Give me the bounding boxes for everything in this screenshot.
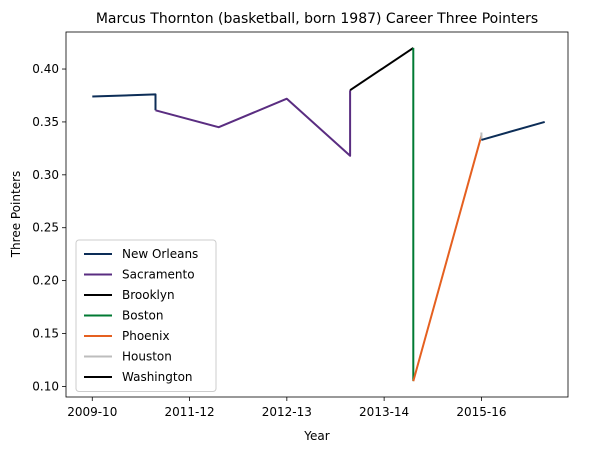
y-tick-label: 0.35 bbox=[32, 115, 59, 129]
series-line-new-orleans bbox=[92, 93, 157, 111]
y-tick-label: 0.10 bbox=[32, 379, 59, 393]
y-tick-label: 0.15 bbox=[32, 327, 59, 341]
series-line-brooklyn bbox=[349, 47, 414, 92]
legend-label-washington: Washington bbox=[122, 370, 193, 384]
legend-label-sacramento: Sacramento bbox=[122, 268, 195, 282]
chart-title: Marcus Thornton (basketball, born 1987) … bbox=[96, 11, 538, 27]
y-tick-label: 0.30 bbox=[32, 168, 59, 182]
legend-label-brooklyn: Brooklyn bbox=[122, 288, 175, 302]
y-axis: 0.10 0.15 0.20 0.25 0.30 0.35 0.40 bbox=[32, 62, 66, 393]
legend-label-boston: Boston bbox=[122, 309, 163, 323]
x-axis-label: Year bbox=[303, 429, 329, 443]
x-tick-label: 2012-13 bbox=[262, 405, 312, 419]
y-tick-label: 0.25 bbox=[32, 221, 59, 235]
x-tick-label: 2015-16 bbox=[456, 405, 506, 419]
x-tick-label: 2011-12 bbox=[164, 405, 214, 419]
x-axis: 2009-10 2011-12 2012-13 2013-14 2015-16 bbox=[67, 397, 506, 419]
y-tick-label: 0.20 bbox=[32, 274, 59, 288]
legend-label-phoenix: Phoenix bbox=[122, 329, 170, 343]
legend-box bbox=[75, 239, 217, 392]
legend: New Orleans Sacramento Brooklyn Boston Phoen… bbox=[75, 239, 217, 392]
series-layer bbox=[92, 47, 545, 382]
series-line-phoenix bbox=[412, 135, 483, 382]
plot-frame bbox=[65, 31, 569, 398]
series-line-sacramento bbox=[155, 90, 352, 157]
y-tick-label: 0.40 bbox=[32, 62, 59, 76]
y-axis-label: Three Pointers bbox=[9, 171, 23, 259]
x-tick-label: 2009-10 bbox=[67, 405, 117, 419]
legend-label-new-orleans: New Orleans bbox=[122, 247, 198, 261]
series-line-segment-7 bbox=[481, 120, 545, 141]
legend-label-houston: Houston bbox=[122, 350, 172, 364]
x-tick-label: 2013-14 bbox=[359, 405, 409, 419]
